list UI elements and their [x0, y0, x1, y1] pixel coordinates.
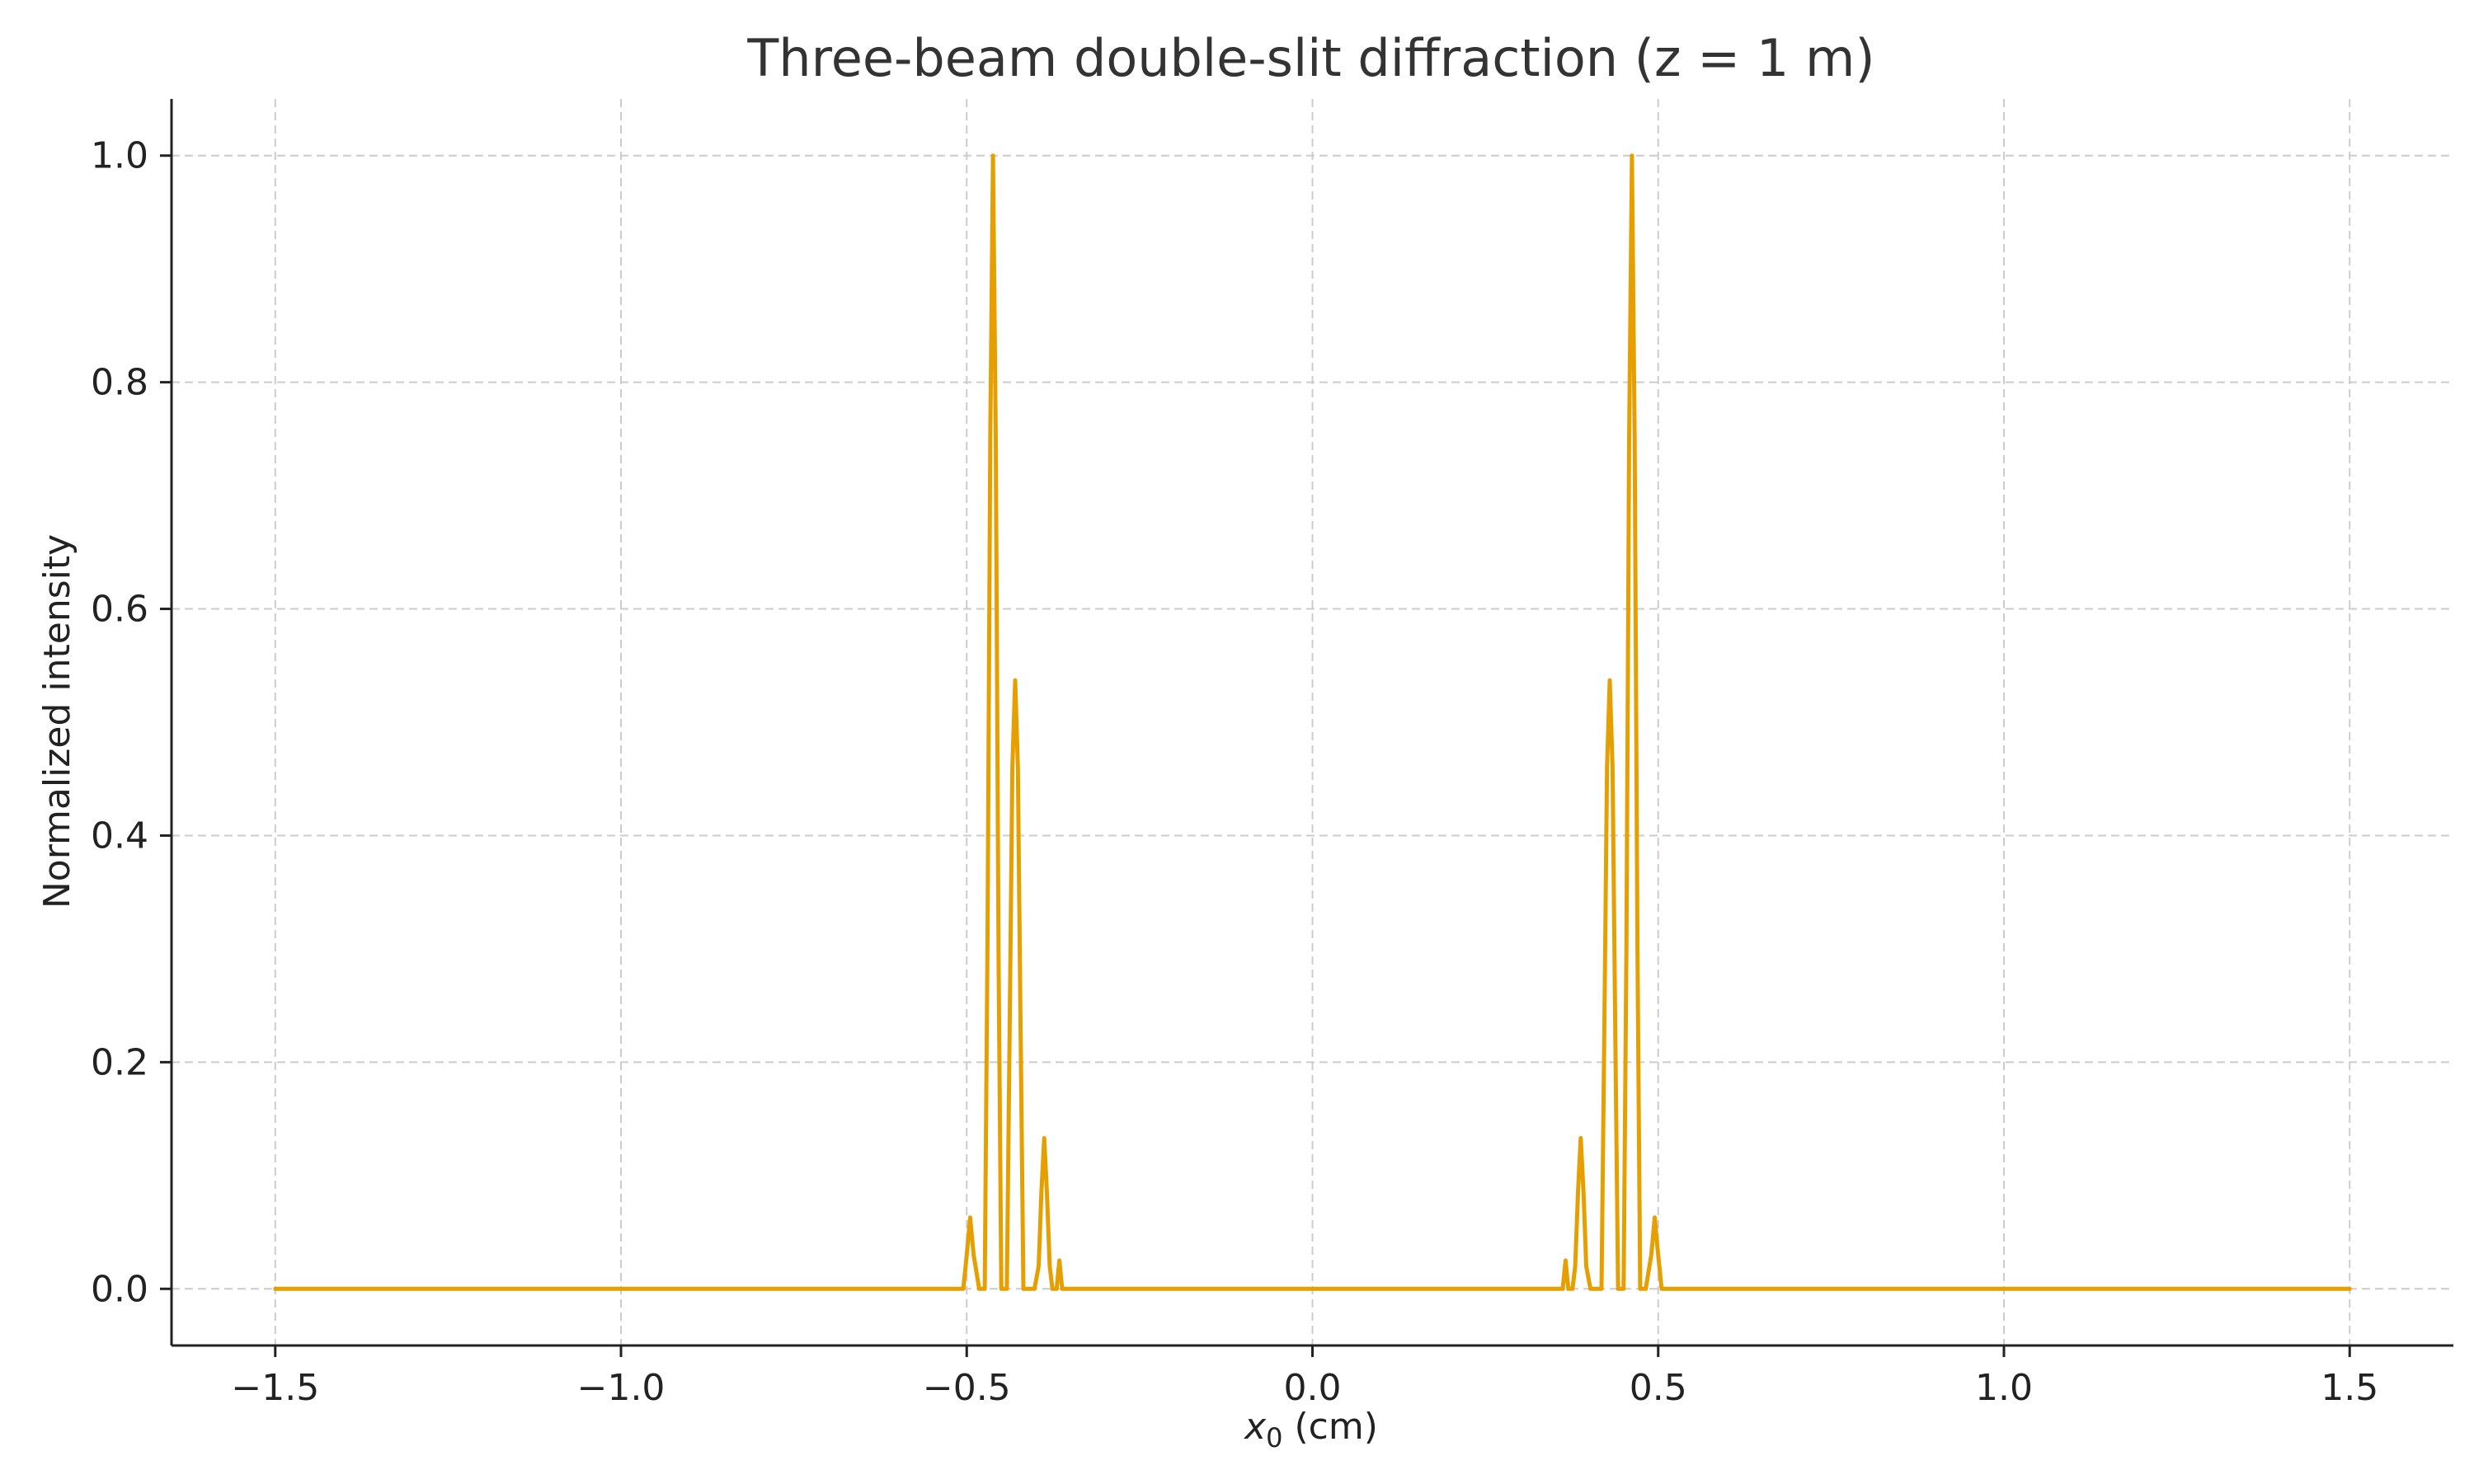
- ticks: −1.5 −1.0 −0.5 0.0 0.5 1.0 1.5 0.0 0.2 0.4 0.6 0.8 1…: [91, 135, 2378, 1409]
- x-tick-label: 1.5: [2321, 1367, 2378, 1409]
- y-tick-label: 0.2: [91, 1041, 148, 1083]
- x-axis-label-var: x: [1243, 1406, 1267, 1448]
- y-tick-label: 0.0: [91, 1268, 148, 1310]
- x-tick-label: −0.5: [923, 1367, 1011, 1409]
- chart-title: Three-beam double-slit diffraction (z = …: [746, 28, 1874, 88]
- grid-lines: [172, 99, 2453, 1345]
- x-tick-label: −1.0: [577, 1367, 666, 1409]
- x-tick-label: 0.0: [1284, 1367, 1342, 1409]
- y-tick-label: 0.4: [91, 815, 148, 857]
- intensity-series-line: [273, 153, 2352, 1291]
- x-tick-label: 1.0: [1975, 1367, 2033, 1409]
- x-tick-label: −1.5: [231, 1367, 319, 1409]
- series-layer: [273, 153, 2352, 1291]
- x-axis-label-unit: (cm): [1283, 1406, 1378, 1448]
- x-tick-label: 0.5: [1630, 1367, 1687, 1409]
- y-axis-label: Normalized intensity: [36, 534, 78, 909]
- y-tick-label: 0.6: [91, 589, 148, 631]
- x-axis-label: x0 (cm): [1243, 1406, 1378, 1453]
- y-tick-label: 1.0: [91, 135, 148, 177]
- x-axis-label-sub: 0: [1266, 1422, 1282, 1453]
- y-tick-label: 0.8: [91, 362, 148, 404]
